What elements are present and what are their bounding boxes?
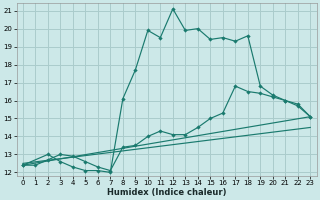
X-axis label: Humidex (Indice chaleur): Humidex (Indice chaleur) bbox=[107, 188, 226, 197]
